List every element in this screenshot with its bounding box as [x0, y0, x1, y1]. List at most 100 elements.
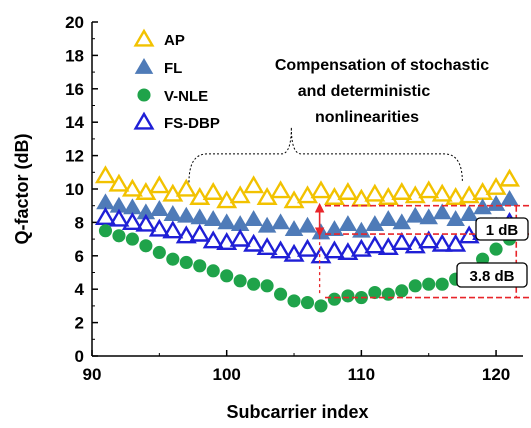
fl-point [124, 199, 141, 213]
series-fl [97, 191, 518, 239]
compensation-brace [189, 127, 462, 182]
x-tick-label: 120 [482, 365, 510, 384]
v-nle-point [328, 293, 341, 306]
legend-item-v-nle: V-NLE [137, 88, 208, 105]
fl-point [407, 208, 424, 222]
fl-point [245, 211, 262, 225]
fl-point [299, 218, 316, 232]
v-nle-point [126, 233, 139, 246]
v-nle-point [180, 256, 193, 269]
legend-item-fl: FL [136, 59, 183, 77]
annotation-line-2: and deterministic [298, 83, 431, 100]
v-nle-point [382, 288, 395, 301]
y-tick-label: 16 [65, 80, 84, 99]
fs-dbp-point [366, 238, 383, 252]
ap-point [205, 184, 222, 198]
v-nle-point [341, 289, 354, 302]
gap-1db-label: 1 dB [486, 222, 519, 239]
fs-dbp-point [326, 243, 343, 257]
fs-dbp-point [164, 223, 181, 237]
v-nle-point [220, 269, 233, 282]
ap-point [340, 184, 357, 198]
fs-dbp-point [299, 241, 316, 255]
fl-point [380, 211, 397, 225]
y-tick-label: 12 [65, 147, 84, 166]
gap-3-8db-label: 3.8 dB [469, 268, 514, 285]
v-nle-point [112, 229, 125, 242]
y-axis-title: Q-factor (dB) [12, 134, 32, 245]
y-tick-label: 18 [65, 46, 84, 65]
v-nle-point [234, 274, 247, 287]
y-tick-label: 10 [65, 180, 84, 199]
v-nle-point [395, 284, 408, 297]
v-nle-point [422, 278, 435, 291]
ap-point [151, 178, 168, 192]
v-nle-point [261, 279, 274, 292]
series-ap [97, 168, 518, 207]
ap-point [434, 186, 451, 200]
y-tick-label: 14 [65, 113, 84, 132]
legend-marker-fl [136, 59, 153, 73]
v-nle-point [153, 246, 166, 259]
ap-point [272, 183, 289, 197]
v-nle-point [139, 239, 152, 252]
fl-point [272, 214, 289, 228]
x-tick-label: 100 [213, 365, 241, 384]
fl-point [178, 208, 195, 222]
fs-dbp-point [272, 243, 289, 257]
fs-dbp-point [191, 226, 208, 240]
y-tick-label: 6 [75, 247, 84, 266]
v-nle-point [287, 294, 300, 307]
v-nle-point [409, 279, 422, 292]
legend-label-fs-dbp: FS-DBP [164, 115, 220, 132]
legend: AP FL V-NLE FS-DBP [136, 31, 220, 132]
fl-point [340, 216, 357, 230]
v-nle-point [301, 296, 314, 309]
legend-label-v-nle: V-NLE [164, 88, 208, 105]
v-nle-point [490, 243, 503, 256]
v-nle-point [436, 278, 449, 291]
ap-point [420, 183, 437, 197]
legend-marker-fs-dbp [136, 114, 153, 128]
y-tick-label: 20 [65, 13, 84, 32]
fs-dbp-point [393, 234, 410, 248]
legend-label-ap: AP [164, 32, 185, 49]
brace-path [189, 127, 462, 182]
fl-point [218, 214, 235, 228]
y-tick-label: 8 [75, 213, 84, 232]
ap-point [97, 168, 114, 182]
annotation-line-3: nonlinearities [315, 109, 419, 126]
v-nle-point [166, 253, 179, 266]
ap-point [393, 184, 410, 198]
v-nle-point [99, 224, 112, 237]
y-tick-label: 2 [75, 314, 84, 333]
ap-point [178, 181, 195, 195]
v-nle-point [193, 259, 206, 272]
x-tick-label: 110 [348, 365, 375, 384]
ap-point [366, 186, 383, 200]
fl-point [434, 204, 451, 218]
legend-item-fs-dbp: FS-DBP [136, 114, 220, 132]
v-nle-point [314, 299, 327, 312]
fl-point [151, 201, 168, 215]
y-tick-label: 0 [75, 347, 84, 366]
v-nle-point [207, 264, 220, 277]
fs-dbp-point [232, 231, 249, 245]
fs-dbp-point [259, 239, 276, 253]
fl-point [191, 209, 208, 223]
legend-marker-ap [136, 31, 153, 45]
legend-item-ap: AP [136, 31, 185, 49]
fl-point [205, 211, 222, 225]
ap-point [501, 171, 518, 185]
annotation-line-1: Compensation of stochastic [275, 57, 489, 74]
ap-point [245, 178, 262, 192]
fl-point [97, 194, 114, 208]
y-tick-label: 4 [75, 280, 85, 299]
x-tick-label: 90 [83, 365, 102, 384]
legend-marker-v-nle [137, 88, 150, 101]
data-series [97, 168, 518, 313]
ap-point [313, 183, 330, 197]
fs-dbp-point [420, 233, 437, 247]
legend-label-fl: FL [164, 60, 182, 77]
